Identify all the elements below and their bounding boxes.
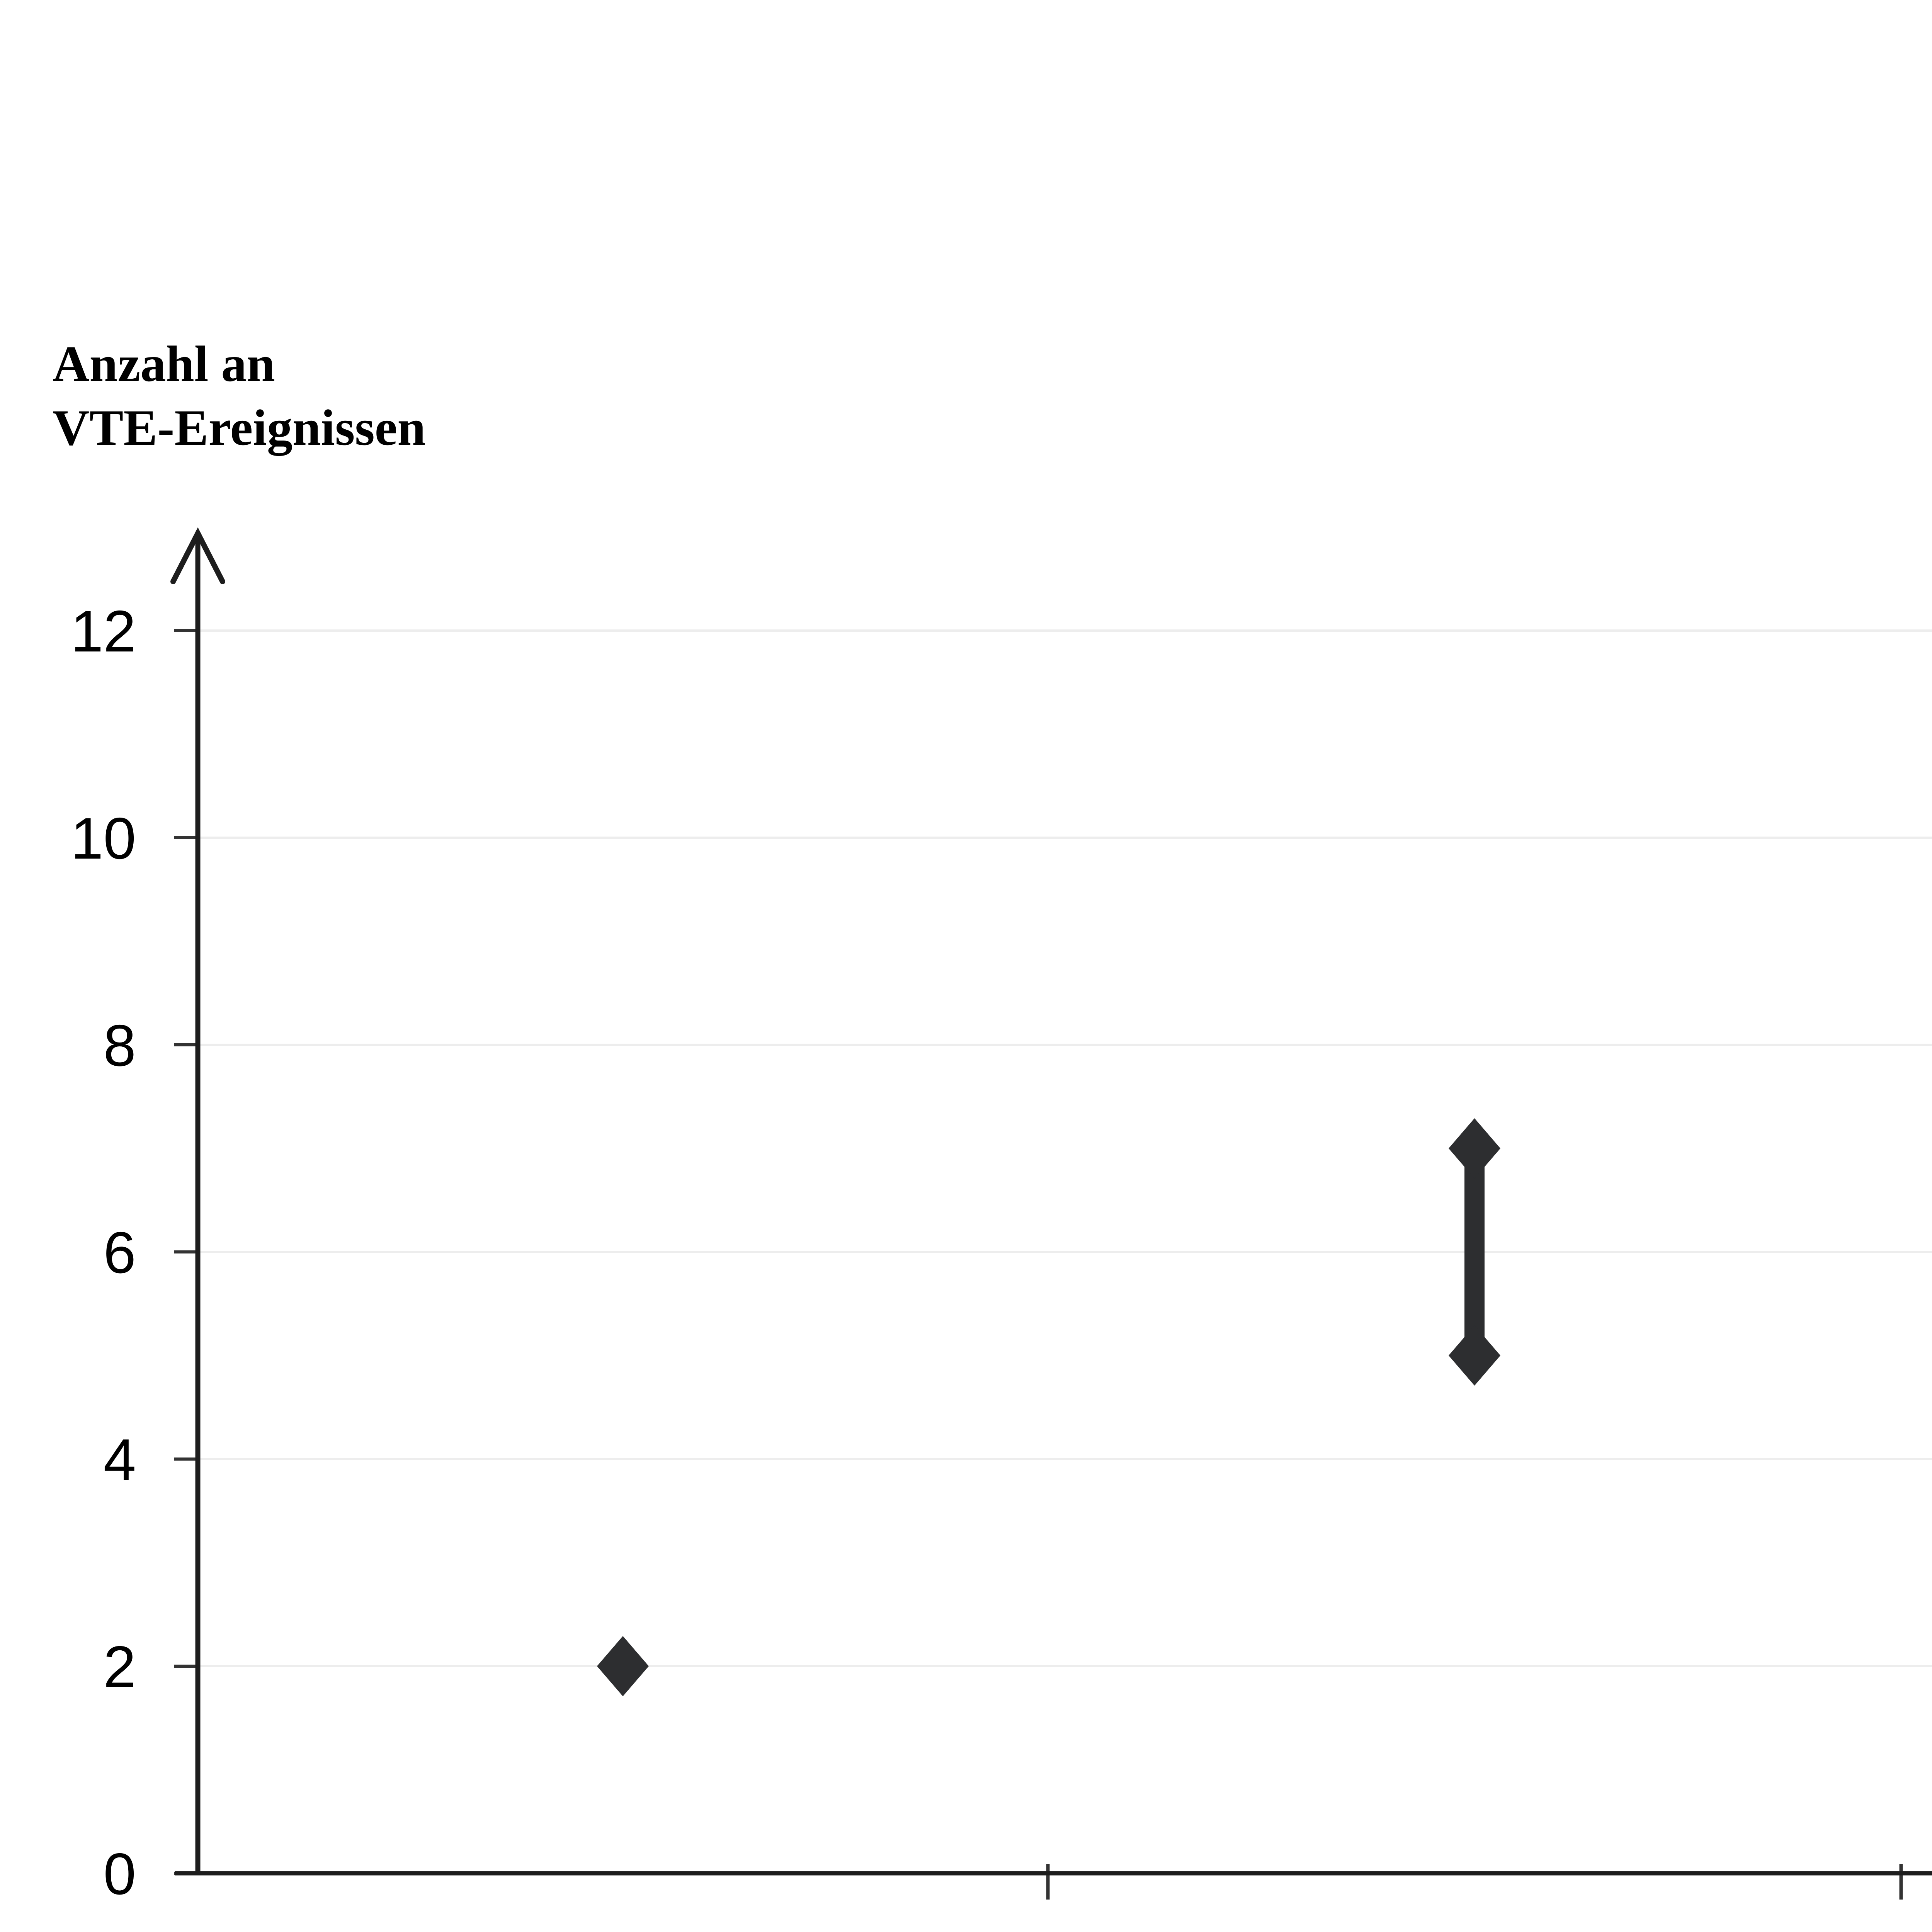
stray-semicolon-mark: ; [1862, 1924, 1876, 1932]
y-tick-label-12: 12 [71, 599, 136, 664]
y-tick-label-2: 2 [103, 1634, 136, 1700]
y-axis-title-line2: VTE-Ereignissen [53, 399, 426, 456]
range-min-diamond-icon [1449, 1325, 1500, 1386]
data-point-diamond-icon [597, 1636, 649, 1696]
marker-group-2 [1449, 1118, 1500, 1386]
y-tick-label-4: 4 [103, 1427, 136, 1493]
markers-layer [597, 1118, 1500, 1696]
y-axis-title-line1: Anzahl an [53, 335, 275, 392]
category-label-2-line1: Levonorgestrel-enthaltende KHK [1148, 1924, 1789, 1932]
y-tick-label-6: 6 [103, 1220, 136, 1286]
category-label-1-line1: Nicht-KHK-Anwenderinnen [298, 1924, 846, 1932]
range-bar [1464, 1148, 1485, 1355]
x-tick-marks-layer [1046, 1864, 1903, 1900]
y-tick-labels-layer: 0 2 4 6 8 10 12 [71, 599, 136, 1907]
y-tick-label-8: 8 [103, 1013, 136, 1078]
y-axis-arrow-icon [170, 527, 225, 584]
y-tick-label-10: 10 [71, 806, 136, 871]
range-max-diamond-icon [1449, 1118, 1500, 1179]
marker-group-1 [597, 1636, 649, 1696]
y-tick-label-0: 0 [103, 1841, 136, 1907]
